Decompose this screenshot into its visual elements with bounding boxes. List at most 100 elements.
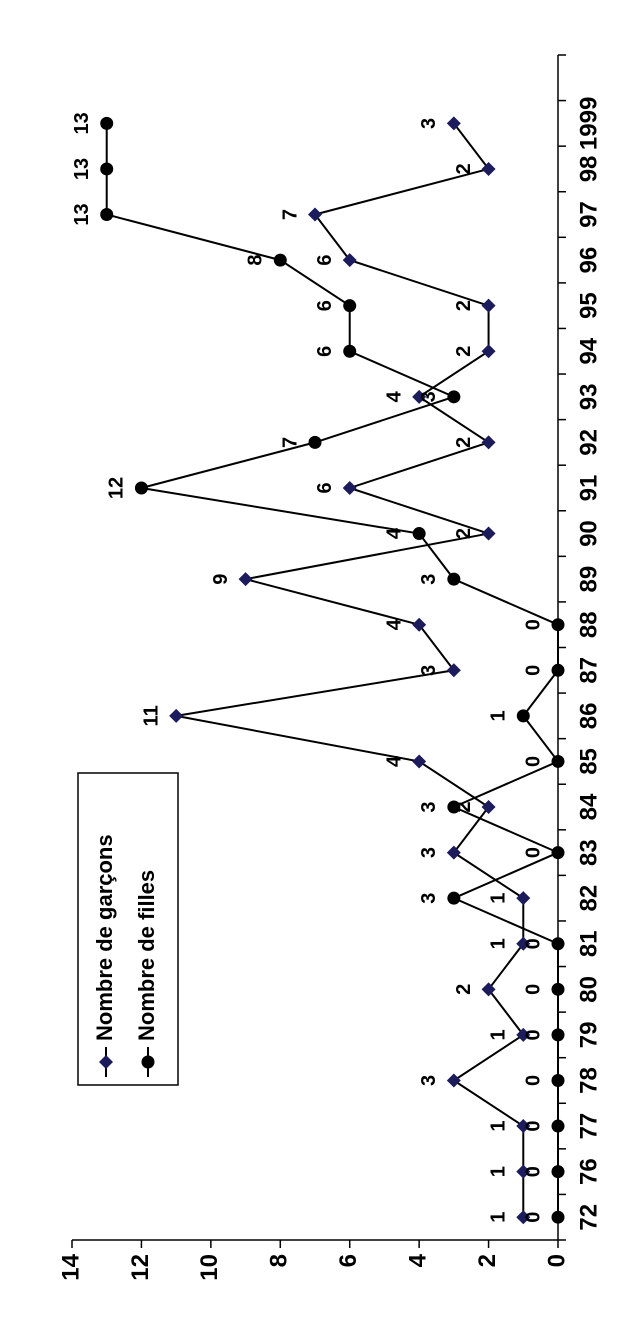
marker <box>516 891 531 906</box>
x-tick-label: 77 <box>575 1113 602 1140</box>
x-tick-label: 80 <box>575 976 602 1003</box>
marker <box>342 253 357 268</box>
marker <box>551 1165 565 1179</box>
rotated-chart: 0246810121472767778798081828384858687888… <box>57 54 602 1281</box>
y-tick-label: 2 <box>474 1254 501 1267</box>
data-label: 0 <box>522 1212 544 1223</box>
data-label: 1 <box>488 1166 510 1177</box>
x-tick-label: 95 <box>575 292 602 319</box>
x-tick-label: 96 <box>575 247 602 274</box>
data-label: 1 <box>488 1029 510 1040</box>
data-label: 9 <box>210 574 232 585</box>
marker <box>446 116 461 131</box>
marker <box>481 435 496 450</box>
data-label: 13 <box>71 158 93 180</box>
data-label: 0 <box>522 665 544 676</box>
marker <box>134 481 148 495</box>
data-label: 12 <box>106 477 128 499</box>
x-tick-label: 86 <box>575 703 602 730</box>
legend-label: Nombre de garçons <box>92 834 117 1041</box>
x-tick-label: 93 <box>575 383 602 410</box>
data-label: 2 <box>453 984 475 995</box>
marker <box>308 435 322 449</box>
x-tick-label: 89 <box>575 566 602 593</box>
x-tick-label: 91 <box>575 475 602 502</box>
data-label: 2 <box>453 528 475 539</box>
data-label: 0 <box>522 1120 544 1131</box>
x-tick-label: 85 <box>575 748 602 775</box>
marker <box>446 845 461 860</box>
data-label: 2 <box>453 437 475 448</box>
data-label: 2 <box>453 163 475 174</box>
marker <box>481 344 496 359</box>
data-label: 2 <box>453 801 475 812</box>
marker <box>481 982 496 997</box>
data-label: 4 <box>383 618 405 630</box>
legend-label: Nombre de filles <box>134 870 159 1041</box>
x-tick-label: 81 <box>575 930 602 957</box>
data-label: 3 <box>418 1075 440 1086</box>
data-label: 0 <box>522 938 544 949</box>
data-label: 3 <box>418 118 440 129</box>
legend-box <box>77 772 179 1086</box>
data-label: 1 <box>488 1120 510 1131</box>
data-label: 6 <box>314 346 336 357</box>
marker <box>100 162 114 176</box>
data-label: 3 <box>418 391 440 402</box>
marker <box>446 663 461 678</box>
data-label: 6 <box>314 482 336 493</box>
data-label: 2 <box>453 346 475 357</box>
marker <box>273 253 287 267</box>
data-label: 8 <box>245 255 267 266</box>
y-tick-label: 10 <box>196 1254 223 1281</box>
x-tick-label: 90 <box>575 520 602 547</box>
marker <box>481 298 496 313</box>
data-label: 13 <box>71 112 93 134</box>
x-tick-label: 1999 <box>575 97 602 150</box>
x-tick-label: 94 <box>575 337 602 364</box>
data-label: 4 <box>383 390 405 402</box>
marker <box>551 937 565 951</box>
x-tick-label: 79 <box>575 1022 602 1049</box>
marker <box>100 116 114 130</box>
marker <box>516 1027 531 1042</box>
marker <box>141 1055 155 1069</box>
data-label: 0 <box>522 984 544 995</box>
marker <box>447 390 461 404</box>
marker <box>447 572 461 586</box>
marker <box>412 389 427 404</box>
marker <box>551 663 565 677</box>
data-label: 6 <box>314 300 336 311</box>
data-label: 0 <box>522 1029 544 1040</box>
data-label: 3 <box>418 801 440 812</box>
marker <box>551 618 565 632</box>
data-label: 7 <box>279 209 301 220</box>
marker <box>516 1210 531 1225</box>
data-label: 3 <box>418 893 440 904</box>
marker <box>412 617 427 632</box>
data-label: 1 <box>488 938 510 949</box>
marker <box>516 936 531 951</box>
marker <box>308 207 322 222</box>
x-tick-label: 98 <box>575 156 602 183</box>
data-label: 4 <box>383 527 405 539</box>
data-label: 7 <box>279 437 301 448</box>
y-tick-label: 8 <box>266 1254 293 1267</box>
data-label: 1 <box>488 1212 510 1223</box>
y-tick-label: 12 <box>127 1254 154 1281</box>
marker <box>343 344 357 358</box>
marker <box>99 1055 113 1069</box>
y-tick-label: 6 <box>335 1254 362 1267</box>
marker <box>447 891 461 905</box>
y-tick-label: 4 <box>404 1253 431 1267</box>
x-tick-label: 83 <box>575 839 602 866</box>
marker <box>343 299 357 313</box>
y-tick-label: 0 <box>543 1254 570 1267</box>
data-label: 0 <box>522 1166 544 1177</box>
data-label: 1 <box>488 710 510 721</box>
data-label: 11 <box>140 705 162 726</box>
x-tick-label: 88 <box>575 611 602 638</box>
data-label: 3 <box>418 847 440 858</box>
marker <box>551 1210 565 1224</box>
marker <box>551 1073 565 1087</box>
